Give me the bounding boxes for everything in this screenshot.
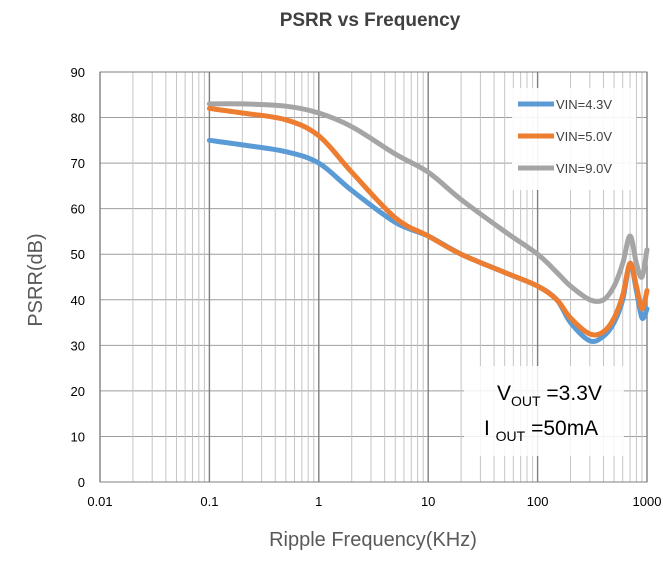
y-tick-label: 30 bbox=[71, 338, 85, 353]
chart-title: PSRR vs Frequency bbox=[280, 10, 461, 31]
y-axis-label: PSRR(dB) bbox=[25, 233, 47, 326]
x-tick-label: 100 bbox=[527, 494, 549, 509]
legend-label: VIN=4.3V bbox=[556, 97, 612, 112]
annotation-background bbox=[464, 366, 624, 456]
y-tick-label: 50 bbox=[71, 247, 85, 262]
y-tick-label: 90 bbox=[71, 65, 85, 80]
series-layer bbox=[206, 101, 650, 344]
y-tick-label: 0 bbox=[78, 475, 85, 490]
annotation-iout: I OUT =50mA bbox=[484, 417, 598, 444]
x-tick-label: 10 bbox=[421, 494, 435, 509]
legend-label: VIN=9.0V bbox=[556, 161, 612, 176]
series-line-3 bbox=[206, 101, 650, 304]
legend-label: VIN=5.0V bbox=[556, 129, 612, 144]
annotation-box: VOUT =3.3V I OUT =50mA bbox=[464, 366, 624, 456]
y-tick-label: 80 bbox=[71, 111, 85, 126]
plot-area-border bbox=[99, 71, 648, 483]
y-tick-label: 20 bbox=[71, 384, 85, 399]
y-tick-label: 10 bbox=[71, 429, 85, 444]
legend: VIN=4.3V VIN=5.0V VIN=9.0V bbox=[512, 88, 636, 190]
series-line-2 bbox=[206, 105, 650, 338]
y-tick-label: 70 bbox=[71, 156, 85, 171]
plot-frame bbox=[99, 71, 648, 483]
x-tick-label: 1 bbox=[315, 494, 322, 509]
x-tick-labels: 0.01 0.1 1 10 100 1000 bbox=[87, 494, 661, 509]
annotation-vout: VOUT =3.3V bbox=[497, 382, 602, 409]
y-tick-labels: 0 10 20 30 40 50 60 70 80 90 bbox=[71, 65, 85, 490]
y-tick-label: 40 bbox=[71, 293, 85, 308]
x-tick-label: 1000 bbox=[633, 494, 662, 509]
x-tick-label: 0.01 bbox=[87, 494, 112, 509]
x-axis-label: Ripple Frequency(KHz) bbox=[269, 529, 477, 551]
y-tick-label: 60 bbox=[71, 202, 85, 217]
x-tick-label: 0.1 bbox=[200, 494, 218, 509]
